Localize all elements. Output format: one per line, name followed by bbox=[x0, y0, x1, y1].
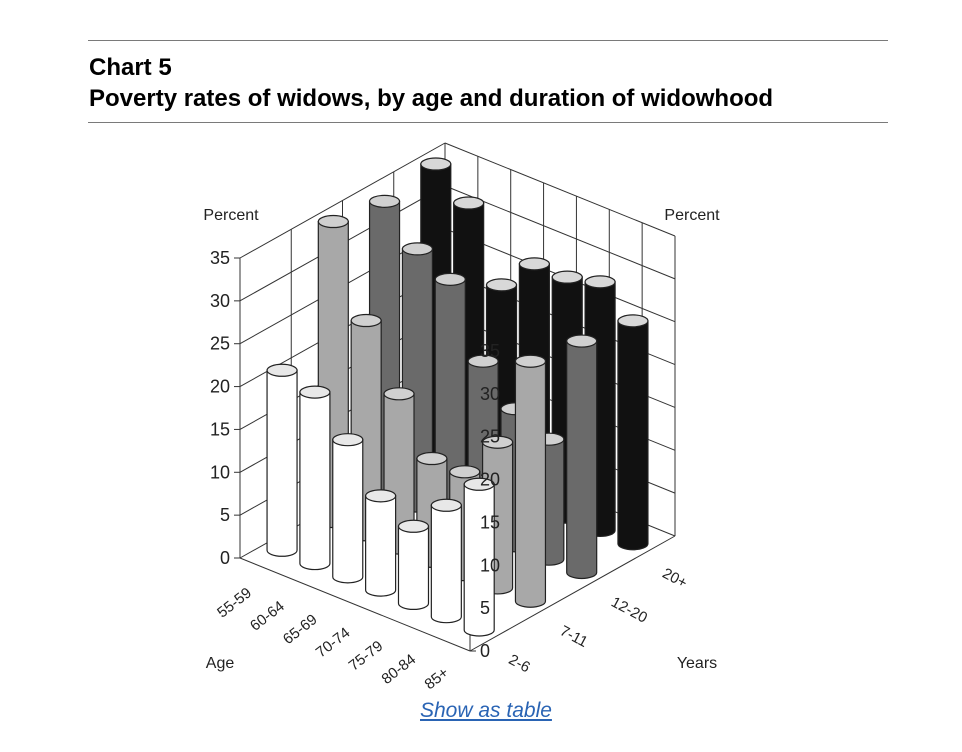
y-tick-label-left: 5 bbox=[220, 505, 230, 525]
bar-top bbox=[617, 314, 649, 328]
top-rule bbox=[88, 40, 888, 41]
bar-26-70-74 bbox=[365, 489, 397, 597]
bar-top bbox=[365, 489, 397, 503]
age-tick-label: 75-79 bbox=[346, 638, 387, 675]
bar-26-60-64 bbox=[299, 385, 331, 571]
y-tick-label-left: 10 bbox=[210, 462, 230, 482]
grid-line-back-wall bbox=[444, 142, 676, 237]
bar-top bbox=[420, 157, 452, 171]
bar-26-80-84 bbox=[430, 498, 462, 624]
bar-top bbox=[481, 435, 514, 449]
bar-body bbox=[463, 483, 495, 637]
bar-26-85+ bbox=[463, 477, 495, 637]
floor-edge-right bbox=[469, 535, 676, 652]
age-tick-label: 65-69 bbox=[280, 611, 321, 648]
show-as-table-link[interactable]: Show as table bbox=[420, 699, 552, 722]
bar-top bbox=[397, 519, 430, 533]
bar-body bbox=[332, 439, 364, 584]
age-tick-label: 85+ bbox=[422, 664, 453, 693]
bar-top bbox=[485, 278, 518, 292]
bar-top bbox=[416, 451, 448, 466]
bar-top bbox=[401, 242, 434, 256]
y-tick-label-left: 25 bbox=[210, 334, 230, 354]
y-axis-label-right: Percent bbox=[664, 207, 720, 224]
bar-body bbox=[617, 320, 649, 551]
bar-body bbox=[397, 525, 430, 610]
bar-20+-85+ bbox=[617, 314, 649, 551]
y-tick-label-right: 35 bbox=[480, 341, 500, 361]
age-tick-label: 80-84 bbox=[378, 651, 419, 688]
bar-top bbox=[566, 334, 598, 348]
bar-body bbox=[430, 504, 462, 624]
bar-body bbox=[365, 495, 397, 597]
bar-top bbox=[518, 257, 550, 271]
duration-tick-label: 12-20 bbox=[608, 594, 650, 627]
bar-body bbox=[299, 391, 331, 571]
bar-body bbox=[514, 360, 547, 608]
bar-top bbox=[383, 387, 415, 401]
y-tick-label-left: 30 bbox=[210, 291, 230, 311]
age-tick-label: 70-74 bbox=[313, 624, 354, 661]
floor-edge-front bbox=[239, 557, 471, 652]
bar-body bbox=[266, 369, 298, 557]
y-tick-label-right: 20 bbox=[480, 470, 500, 490]
bar-top bbox=[467, 354, 499, 368]
bar-top bbox=[514, 354, 547, 368]
bar-top bbox=[368, 194, 401, 208]
chart-title: Poverty rates of widows, by age and dura… bbox=[89, 85, 774, 112]
bar-26-65-69 bbox=[332, 433, 364, 584]
bar-top bbox=[551, 270, 583, 284]
x-axis-label-age: Age bbox=[206, 655, 235, 672]
y-tick-label-right: 25 bbox=[480, 427, 500, 447]
chart-heading: Chart 5 Poverty rates of widows, by age … bbox=[89, 52, 773, 114]
y-tick-label-right: 10 bbox=[480, 555, 500, 575]
bar-26-75-79 bbox=[397, 519, 430, 610]
bar-top bbox=[430, 498, 462, 512]
y-tick-label-left: 20 bbox=[210, 377, 230, 397]
bar-top bbox=[453, 196, 485, 210]
bar-top bbox=[317, 214, 349, 229]
y-tick-label-right: 30 bbox=[480, 384, 500, 404]
bar-top bbox=[449, 465, 481, 479]
y-tick-label-left: 35 bbox=[210, 248, 230, 268]
chart-number: Chart 5 bbox=[89, 54, 172, 81]
bar-top bbox=[350, 313, 382, 328]
bar-top bbox=[434, 272, 466, 286]
y-tick-label-left: 15 bbox=[210, 419, 230, 439]
age-tick-label: 60-64 bbox=[247, 598, 288, 635]
y-tick-label-left: 0 bbox=[220, 548, 230, 568]
bar-26-55-59 bbox=[266, 363, 298, 557]
bar-711-85+ bbox=[514, 354, 547, 608]
bar-top bbox=[266, 363, 298, 377]
bar-top bbox=[299, 385, 331, 399]
bar-1220-85+ bbox=[566, 334, 598, 580]
bar-top bbox=[332, 433, 364, 447]
age-tick-label: 55-59 bbox=[214, 584, 255, 621]
z-axis-label-years: Years bbox=[677, 655, 717, 672]
bar-top bbox=[584, 275, 616, 289]
bars bbox=[266, 157, 649, 637]
y-tick-label-right: 5 bbox=[480, 598, 490, 618]
y-tick-label-right: 15 bbox=[480, 512, 500, 532]
duration-tick-label: 7-11 bbox=[557, 622, 591, 651]
bar-body bbox=[566, 340, 598, 580]
y-axis-label-left: Percent bbox=[203, 207, 259, 224]
bar-top bbox=[463, 477, 495, 491]
y-tick-label-right: 0 bbox=[480, 641, 490, 661]
bottom-rule bbox=[88, 122, 888, 123]
duration-tick-label: 2-6 bbox=[506, 651, 533, 676]
duration-tick-label: 20+ bbox=[659, 565, 690, 592]
